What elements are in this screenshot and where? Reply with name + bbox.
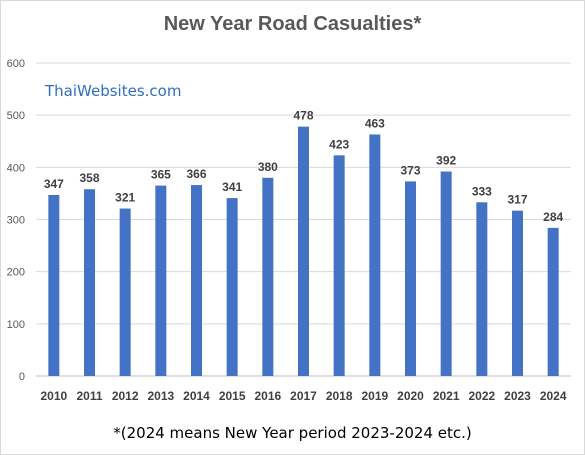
- x-tick-label: 2018: [326, 389, 353, 403]
- watermark-text: ThaiWebsites.com: [45, 82, 182, 100]
- footnote: *(2024 means New Year period 2023-2024 e…: [113, 424, 472, 442]
- bar: [84, 189, 95, 376]
- x-tick-label: 2012: [112, 389, 139, 403]
- x-tick-label: 2020: [397, 389, 424, 403]
- data-label: 423: [329, 137, 349, 151]
- bar: [512, 210, 523, 376]
- bar: [298, 126, 309, 376]
- x-tick-label: 2015: [219, 389, 246, 403]
- data-label: 380: [258, 160, 278, 174]
- y-tick-label: 200: [7, 267, 25, 279]
- data-label: 347: [44, 177, 64, 191]
- bar: [48, 194, 60, 376]
- x-tick-label: 2010: [40, 389, 67, 403]
- x-tick-label: 2023: [504, 389, 531, 403]
- data-label: 317: [507, 193, 527, 207]
- x-tick-label: 2021: [433, 389, 460, 403]
- data-label: 341: [222, 180, 242, 194]
- x-tick-label: 2011: [76, 389, 102, 403]
- bar: [155, 185, 167, 376]
- x-tick-label: 2022: [468, 389, 495, 403]
- x-tick-label: 2017: [290, 389, 317, 403]
- y-tick-label: 400: [7, 162, 25, 174]
- x-tick-label: 2019: [361, 389, 388, 403]
- data-label: 321: [115, 191, 135, 205]
- data-label: 366: [186, 167, 206, 181]
- x-tick-label: 2024: [540, 389, 567, 403]
- y-tick-label: 600: [7, 58, 25, 70]
- data-label: 392: [436, 154, 456, 168]
- bar: [369, 134, 381, 376]
- bar: [119, 208, 131, 376]
- bar: [226, 198, 238, 376]
- y-tick-label: 500: [7, 110, 25, 122]
- bar: [262, 177, 274, 376]
- data-label: 463: [365, 116, 385, 130]
- x-tick-label: 2013: [147, 389, 174, 403]
- y-tick-label: 300: [7, 215, 25, 227]
- chart-title: New Year Road Casualties*: [163, 13, 422, 35]
- bar: [333, 155, 345, 376]
- data-label: 373: [400, 163, 420, 177]
- y-tick-label: 100: [7, 319, 25, 331]
- data-label: 365: [151, 168, 171, 182]
- data-label: 284: [543, 210, 563, 224]
- bar: [440, 171, 452, 376]
- data-label: 333: [472, 184, 492, 198]
- bar: [191, 185, 202, 376]
- data-label: 358: [79, 171, 99, 185]
- x-tick-label: 2014: [183, 389, 210, 403]
- bar: [547, 227, 559, 376]
- y-tick-label: 0: [19, 371, 25, 383]
- bar: [476, 202, 488, 376]
- bar: [405, 181, 416, 376]
- data-label: 478: [293, 109, 313, 123]
- x-tick-label: 2016: [254, 389, 281, 403]
